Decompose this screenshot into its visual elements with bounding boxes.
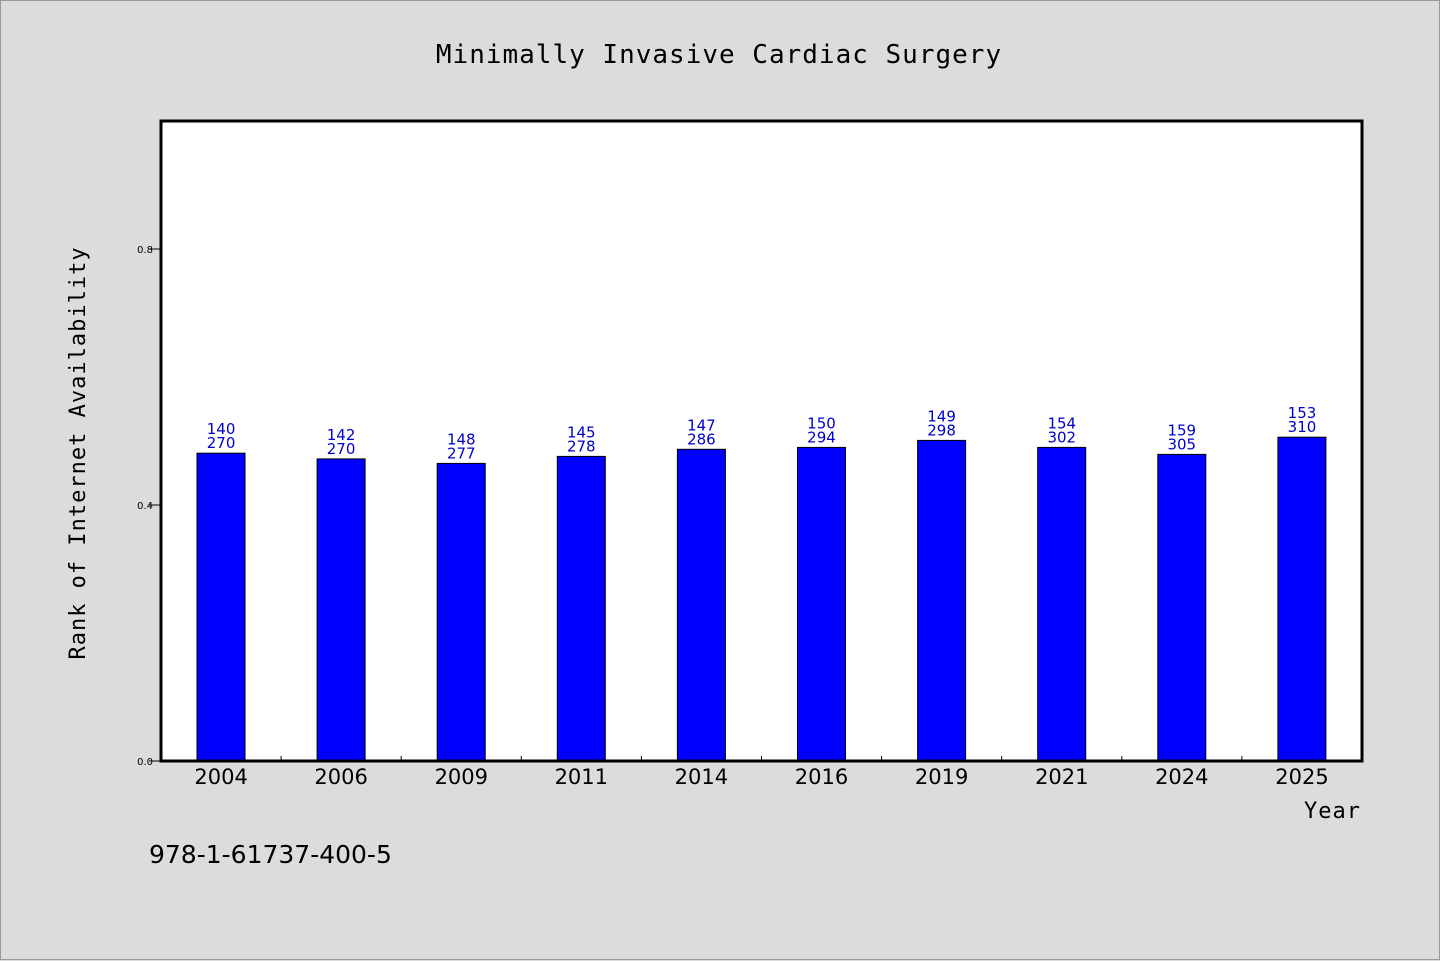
bar-2006 bbox=[316, 458, 366, 762]
x-tick-label-2011: 2011 bbox=[555, 765, 608, 789]
x-tick-label-2024: 2024 bbox=[1155, 765, 1208, 789]
bar-label-top-2004: 140 bbox=[207, 420, 236, 438]
bar-label-top-2016: 150 bbox=[807, 414, 836, 432]
x-tick-label-2019: 2019 bbox=[915, 765, 968, 789]
x-tick-label-2009: 2009 bbox=[435, 765, 488, 789]
bar-label-top-2021: 154 bbox=[1047, 414, 1076, 432]
x-tick-label-2021: 2021 bbox=[1035, 765, 1088, 789]
y-tick-label: 0.0 bbox=[137, 757, 153, 768]
x-tick-label-2016: 2016 bbox=[795, 765, 848, 789]
bar-2021 bbox=[1037, 446, 1087, 762]
x-axis: 2004 2006 2009 2011 2014 2016 2019 2021 2024 2025 bbox=[194, 756, 1329, 789]
y-tick-label: 0.4 bbox=[137, 501, 153, 512]
bar-2004 bbox=[196, 452, 246, 762]
bar-label-bottom-2025: 310 bbox=[1288, 418, 1317, 436]
plot-border bbox=[159, 119, 1364, 763]
bar-2009 bbox=[436, 462, 486, 762]
bar-label-bottom-2024: 305 bbox=[1167, 435, 1196, 453]
bar-label-bottom-2021: 302 bbox=[1047, 428, 1076, 446]
bar-label-bottom-2016: 294 bbox=[807, 428, 836, 446]
bar-label-bottom-2009: 277 bbox=[447, 444, 476, 462]
bar-2025 bbox=[1277, 436, 1327, 762]
x-axis-title: Year bbox=[1304, 799, 1361, 824]
x-tick-label-2004: 2004 bbox=[194, 765, 247, 789]
bars-group bbox=[196, 436, 1327, 762]
bar-label-bottom-2019: 298 bbox=[927, 421, 956, 439]
bar-label-bottom-2014: 286 bbox=[687, 430, 716, 448]
bar-label-bottom-2011: 278 bbox=[567, 437, 596, 455]
bar-label-top-2019: 149 bbox=[927, 407, 956, 425]
y-axis-title: Rank of Internet Availability bbox=[66, 246, 91, 659]
bar-2011 bbox=[556, 455, 606, 762]
bar-2024 bbox=[1157, 453, 1207, 762]
bar-label-top-2014: 147 bbox=[687, 416, 716, 434]
bar-label-bottom-2004: 270 bbox=[207, 434, 236, 452]
x-tick-label-2014: 2014 bbox=[675, 765, 728, 789]
x-tick-label-2025: 2025 bbox=[1275, 765, 1328, 789]
bar-label-bottom-2006: 270 bbox=[327, 440, 356, 458]
bar-label-top-2011: 145 bbox=[567, 423, 596, 441]
isbn-label: 978-1-61737-400-5 bbox=[149, 840, 392, 869]
y-axis: 0.0 0.4 0.8 bbox=[137, 245, 161, 768]
bar-label-top-2025: 153 bbox=[1288, 404, 1317, 422]
bar-label-top-2024: 159 bbox=[1167, 421, 1196, 439]
bar-label-top-2009: 148 bbox=[447, 430, 476, 448]
chart-title: Minimally Invasive Cardiac Surgery bbox=[436, 40, 1002, 70]
y-tick-label: 0.8 bbox=[137, 245, 153, 256]
bar-2014 bbox=[676, 448, 726, 762]
x-tick-label-2006: 2006 bbox=[314, 765, 367, 789]
bar-2019 bbox=[917, 439, 967, 762]
bar-label-top-2006: 142 bbox=[327, 426, 356, 444]
bar-2016 bbox=[797, 446, 846, 762]
